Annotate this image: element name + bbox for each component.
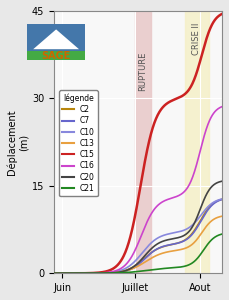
- FancyBboxPatch shape: [27, 24, 85, 60]
- Text: RUPTURE: RUPTURE: [139, 52, 147, 91]
- Bar: [185, 11, 209, 273]
- Legend: C2, C7, C10, C13, C15, C16, C20, C21: C2, C7, C10, C13, C15, C16, C20, C21: [59, 90, 98, 196]
- FancyBboxPatch shape: [27, 51, 85, 60]
- Y-axis label: Déplacement
(m): Déplacement (m): [7, 109, 29, 175]
- Bar: [135, 11, 151, 273]
- Text: CRISE II: CRISE II: [192, 22, 201, 55]
- Text: SAGE: SAGE: [41, 51, 71, 61]
- Polygon shape: [33, 29, 79, 49]
